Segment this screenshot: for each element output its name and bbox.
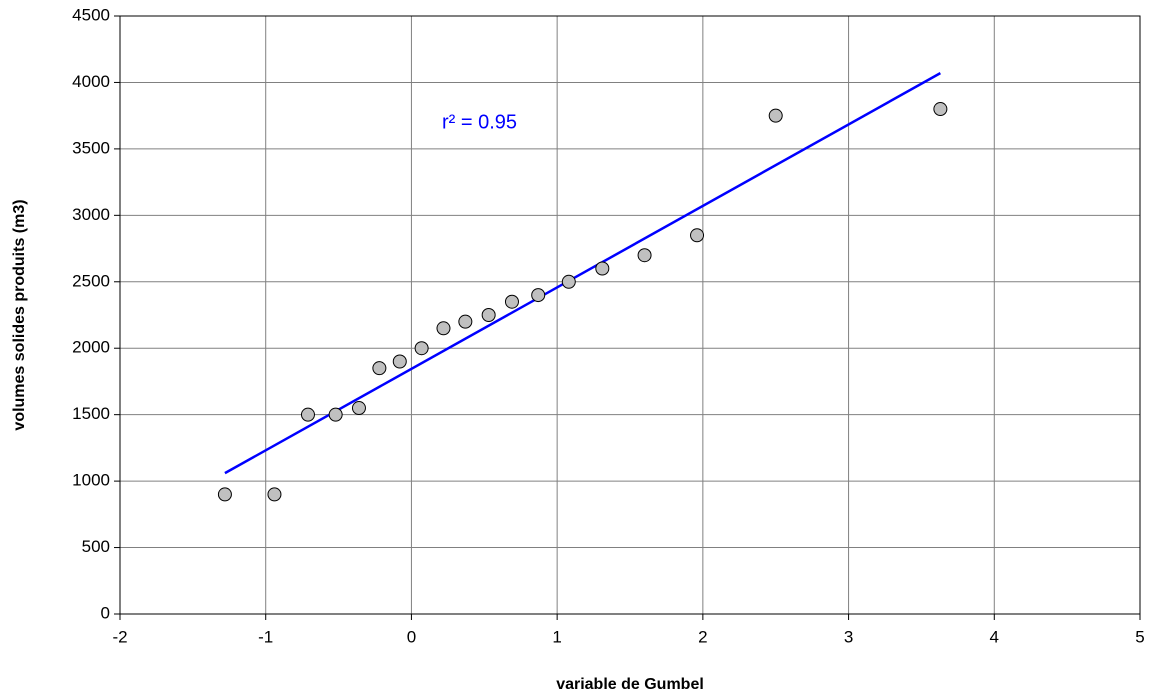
x-tick-label: 0 [407,627,416,646]
x-axis-label: variable de Gumbel [556,676,704,693]
point [595,261,610,276]
x-tick-label: 5 [1135,627,1144,646]
plot-frame [119,15,1141,615]
y-tick-label: 3500 [72,138,110,157]
y-tick-label: 4000 [72,72,110,91]
y-tick-label: 1500 [72,404,110,423]
point [768,108,783,123]
y-tick-label: 0 [101,603,110,622]
point [458,314,473,329]
y-tick-label: 500 [82,537,110,556]
point [267,487,282,502]
y-tick-label: 1000 [72,471,110,490]
x-tick-label: -1 [258,627,273,646]
y-tick-label: 4500 [72,5,110,24]
point [504,294,519,309]
point [392,354,407,369]
point [933,102,948,117]
point [481,308,496,322]
point [351,401,366,416]
point [531,288,546,303]
annotation: r² = 0.95 [442,111,517,133]
point [690,228,705,243]
y-tick-label: 2500 [72,271,110,290]
point [436,321,451,336]
point [300,407,315,422]
point [637,248,652,263]
point [414,341,429,356]
x-tick-label: -2 [112,627,127,646]
y-tick-label: 3000 [72,205,110,224]
x-tick-label: 2 [698,627,707,646]
point [372,361,387,376]
point [217,487,232,502]
point [561,274,576,289]
x-tick-label: 4 [990,627,999,646]
y-axis-label: volumes solides produits (m3) [11,199,28,430]
trend-line [224,72,941,475]
point [328,407,343,422]
y-tick-label: 2000 [72,338,110,357]
x-tick-label: 1 [552,627,561,646]
x-tick-label: 3 [844,627,853,646]
